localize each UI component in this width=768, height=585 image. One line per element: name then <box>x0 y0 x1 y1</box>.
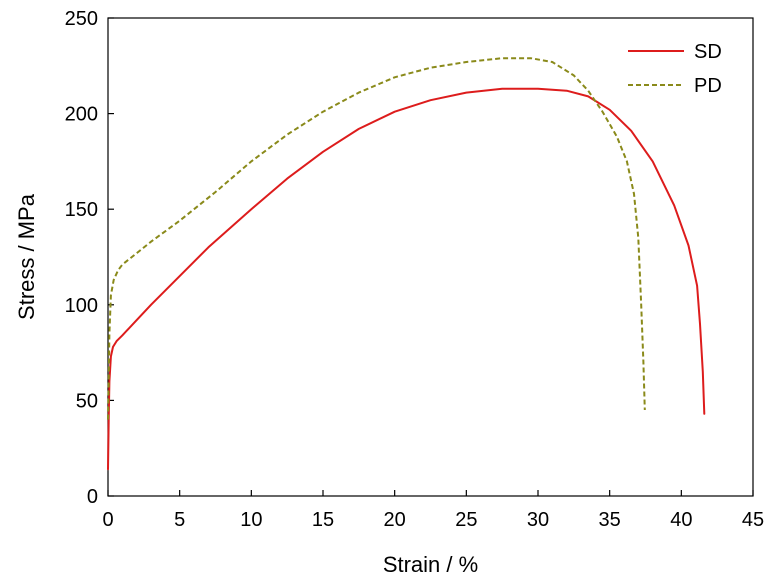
legend: SD PD <box>628 41 722 97</box>
x-tick-label: 5 <box>174 509 185 531</box>
plot-frame <box>107 17 754 497</box>
x-axis-title: Strain / % <box>383 552 478 577</box>
y-tick-label: 250 <box>65 8 98 30</box>
legend-label-pd: PD <box>694 75 722 97</box>
y-axis-ticks: 0 50 100 150 200 250 <box>65 8 114 508</box>
y-tick-label: 150 <box>65 199 98 221</box>
y-tick-label: 0 <box>87 486 98 508</box>
x-tick-label: 40 <box>670 509 692 531</box>
y-tick-label: 100 <box>65 295 98 317</box>
series-layer <box>107 57 706 471</box>
legend-label-sd: SD <box>694 41 722 63</box>
x-tick-label: 15 <box>312 509 334 531</box>
x-axis-ticks: 0 5 10 15 20 25 30 35 40 45 <box>102 490 764 531</box>
series-line-sd <box>107 87 706 471</box>
x-tick-label: 30 <box>527 509 549 531</box>
plot-frame-group <box>107 17 754 497</box>
x-tick-label: 25 <box>455 509 477 531</box>
y-axis-title: Stress / MPa <box>14 193 39 320</box>
x-tick-label: 10 <box>240 509 262 531</box>
x-tick-label: 20 <box>384 509 406 531</box>
x-tick-label: 35 <box>599 509 621 531</box>
x-tick-label: 45 <box>742 509 764 531</box>
y-tick-label: 50 <box>76 390 98 412</box>
series-line-pd <box>107 57 646 420</box>
y-tick-label: 200 <box>65 104 98 126</box>
x-tick-label: 0 <box>102 509 113 531</box>
